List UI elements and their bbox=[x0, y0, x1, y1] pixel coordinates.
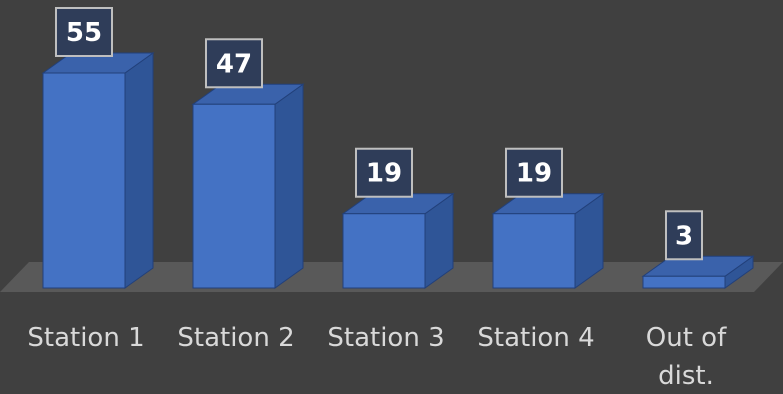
data-label-box bbox=[55, 7, 113, 57]
category-label: Out of dist. bbox=[646, 323, 727, 391]
bar: 3 bbox=[641, 210, 755, 289]
data-label-box bbox=[355, 147, 413, 198]
bar: 19 bbox=[341, 147, 455, 289]
bar-front bbox=[492, 213, 576, 289]
category-label: Station 3 bbox=[327, 323, 444, 353]
data-label: 55 bbox=[66, 18, 102, 48]
data-label-box bbox=[665, 210, 703, 261]
bar-side bbox=[124, 52, 154, 289]
category-label: Station 1 bbox=[27, 323, 144, 353]
data-label: 47 bbox=[216, 49, 252, 79]
data-label: 3 bbox=[675, 221, 693, 251]
category-label: Station 4 bbox=[477, 323, 594, 353]
bar-group: 55 47 19 19 3 bbox=[41, 7, 755, 289]
data-label-box bbox=[505, 147, 563, 198]
bar: 19 bbox=[491, 147, 605, 289]
bar-front bbox=[42, 72, 126, 289]
data-label: 19 bbox=[366, 159, 402, 189]
bar: 55 bbox=[41, 7, 155, 289]
bar-front bbox=[342, 213, 426, 289]
bar-front bbox=[642, 275, 726, 289]
category-labels: Station 1 Station 2 Station 3 Station 4 Out … bbox=[27, 323, 727, 391]
data-label: 19 bbox=[516, 159, 552, 189]
bar-side bbox=[274, 83, 304, 289]
data-label-box bbox=[205, 38, 263, 89]
bar-front bbox=[192, 103, 276, 289]
category-label: Station 2 bbox=[177, 323, 294, 353]
bar: 47 bbox=[191, 38, 305, 289]
